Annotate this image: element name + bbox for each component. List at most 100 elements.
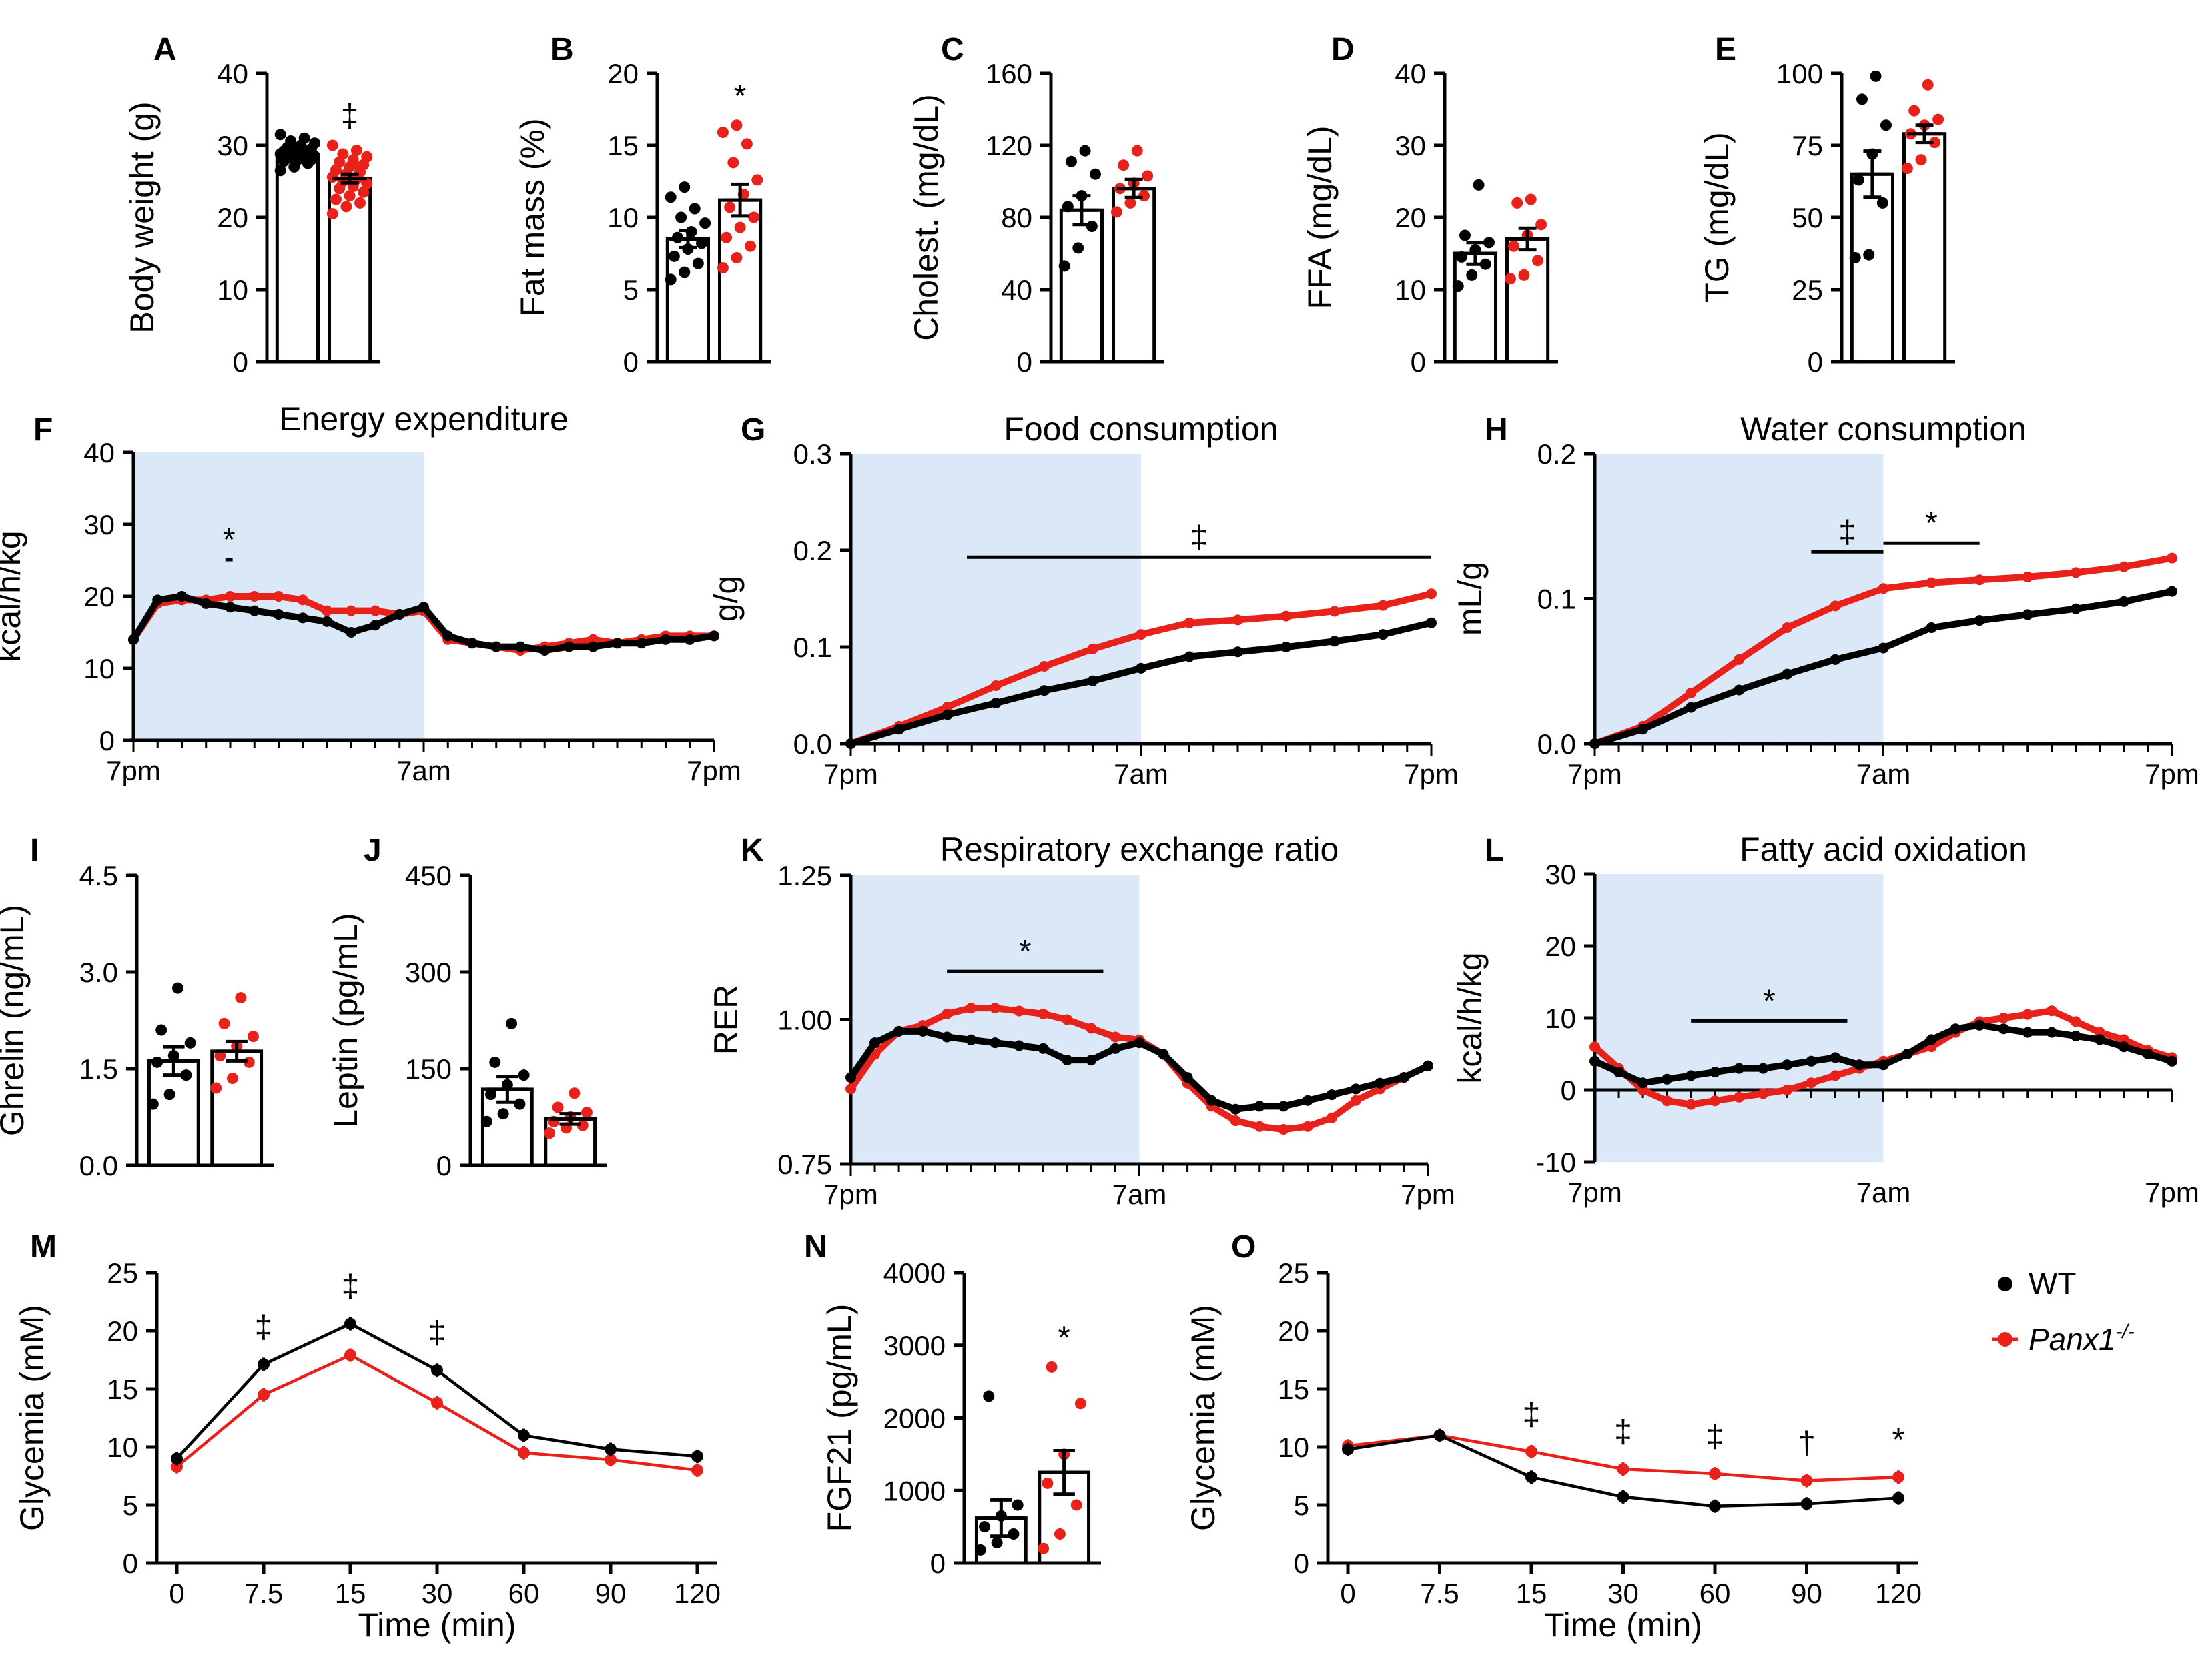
data-point <box>1070 1499 1082 1511</box>
data-point <box>1709 1500 1721 1512</box>
data-point <box>717 127 729 139</box>
y-tick-label: 75 <box>1792 130 1823 161</box>
data-point <box>2022 1009 2033 1020</box>
data-point <box>1734 1091 1745 1103</box>
data-point <box>2070 1031 2081 1041</box>
data-point <box>485 1089 497 1101</box>
x-tick-label: 7pm <box>687 755 741 786</box>
data-point <box>1974 615 1985 626</box>
data-point <box>1459 229 1471 241</box>
y-tick-label: 20 <box>83 581 115 612</box>
data-point <box>361 177 373 189</box>
data-point <box>1038 1043 1049 1054</box>
x-tick-label: 7am <box>1112 1179 1167 1210</box>
data-point <box>515 641 526 652</box>
data-point <box>297 594 308 606</box>
y-axis-label: RER <box>707 985 745 1055</box>
significance-mark: * <box>1019 934 1032 969</box>
data-point <box>751 174 763 186</box>
y-tick-label: 4000 <box>883 1257 946 1289</box>
data-point <box>274 165 286 177</box>
data-point <box>1062 1014 1073 1025</box>
legend-ko-prefix: Panx1 <box>2029 1322 2115 1357</box>
data-point <box>354 197 366 209</box>
data-point <box>235 992 247 1004</box>
y-tick-label: 0 <box>99 725 115 756</box>
data-point <box>1426 617 1437 628</box>
data-point <box>1158 1049 1169 1060</box>
data-point <box>1637 1077 1649 1089</box>
y-axis-label: kcal/h/kg <box>0 530 27 662</box>
data-point <box>147 1098 159 1110</box>
y-tick-label: 0 <box>123 1548 138 1579</box>
y-tick-label: 30 <box>217 130 248 161</box>
data-point <box>1734 684 1745 696</box>
panel-b: B 0 5 10 15 20 Fat mass (%) * <box>514 32 771 378</box>
data-point <box>1124 197 1136 209</box>
data-point <box>1377 600 1389 611</box>
panel-o: O 0 5 10 15 20 25 Glycemia (mM) 0 7.5 15 30 60 90 120 T… <box>1184 1229 1922 1644</box>
data-point <box>1518 269 1530 281</box>
panel-letter: J <box>364 833 382 868</box>
data-point <box>1014 1005 1025 1017</box>
data-point <box>1342 1443 1354 1456</box>
data-point <box>1350 1095 1361 1106</box>
data-point <box>346 627 357 638</box>
panel-letter: O <box>1231 1229 1256 1265</box>
y-tick-label: 1000 <box>883 1475 946 1506</box>
data-point <box>1617 1463 1629 1476</box>
data-point <box>1662 1095 1673 1107</box>
data-point <box>1350 1083 1361 1095</box>
data-point <box>344 190 356 202</box>
data-point <box>1800 1474 1813 1487</box>
data-point <box>1374 1077 1385 1089</box>
data-point <box>514 1098 526 1110</box>
panel-letter: E <box>1715 32 1736 67</box>
y-tick-label: 3000 <box>883 1330 946 1361</box>
data-point <box>330 193 342 205</box>
data-point <box>1065 155 1077 167</box>
y-tick-label: 20 <box>1278 1315 1309 1347</box>
y-tick-label: 0.0 <box>79 1150 118 1181</box>
panel-letter: L <box>1485 833 1504 868</box>
data-point <box>1686 1070 1697 1081</box>
y-tick-label: 0 <box>1808 346 1823 378</box>
panel-letter: F <box>33 412 53 448</box>
data-point <box>442 630 454 642</box>
y-tick-label: 0 <box>1017 346 1032 378</box>
y-axis-label: Glycemia (mM) <box>1184 1305 1222 1531</box>
y-tick-label: 10 <box>107 1432 138 1463</box>
data-point <box>1232 646 1243 658</box>
data-point <box>258 1388 270 1401</box>
data-point <box>1074 1398 1086 1410</box>
data-point <box>128 634 139 645</box>
panel-g: G 0.0 0.1 0.2 0.3 g/g 7pm 7am 7pm Food consumptio… <box>707 410 1459 790</box>
y-tick-label: 15 <box>1278 1373 1309 1405</box>
y-tick-label: 25 <box>107 1257 138 1289</box>
data-point <box>2046 1027 2057 1038</box>
bar-wt <box>1453 251 1498 364</box>
data-point <box>344 1349 356 1361</box>
y-tick-label: 0.2 <box>793 535 832 566</box>
panel-letter: G <box>741 412 765 448</box>
y-axis-label: Body weight (g) <box>123 101 161 333</box>
data-point <box>605 1454 617 1466</box>
data-point <box>214 1050 226 1062</box>
data-point <box>1452 280 1464 292</box>
data-point <box>966 1003 977 1014</box>
data-point <box>2022 571 2033 582</box>
data-point <box>1852 174 1864 186</box>
data-point <box>917 1025 929 1037</box>
data-point <box>1136 662 1146 674</box>
significance-mark: * <box>223 522 236 558</box>
data-point <box>1012 1499 1024 1511</box>
data-point <box>979 1521 991 1533</box>
significance-mark: ‡ <box>342 1269 360 1305</box>
y-tick-label: 10 <box>1395 274 1426 306</box>
data-point <box>1280 610 1292 622</box>
data-point <box>942 1031 953 1043</box>
data-point <box>539 645 550 656</box>
data-point <box>1613 1067 1625 1077</box>
significance-mark: * <box>1892 1422 1905 1458</box>
dark-phase-shading <box>1595 874 1884 1162</box>
